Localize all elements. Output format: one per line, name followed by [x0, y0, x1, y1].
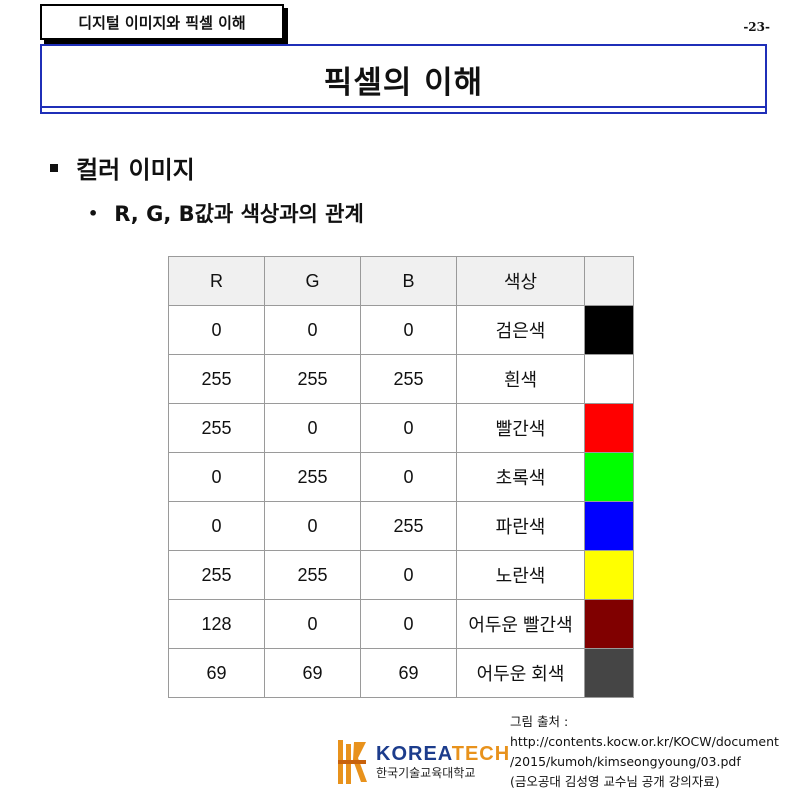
koreatech-logo: KOREATECH 한국기술교육대학교 [336, 738, 510, 786]
cell-swatch [584, 403, 634, 453]
cell-swatch [584, 305, 634, 355]
table-row: 128 0 0 어두운 빨간색 [168, 599, 634, 649]
cell-color-name: 파란색 [456, 501, 585, 551]
header-g: G [264, 256, 361, 306]
dot-bullet-icon: • [88, 203, 99, 223]
cell-color-name: 빨간색 [456, 403, 585, 453]
rgb-color-table: R G B 색상 0 0 0 검은색 255 255 255 흰색 255 0 0 빨간색 0 255 0 초… [168, 256, 634, 698]
cell-r: 0 [168, 501, 265, 551]
cell-swatch [584, 354, 634, 404]
cell-b: 69 [360, 648, 457, 698]
table-row: 0 0 255 파란색 [168, 501, 634, 551]
logo-english-name: KOREATECH [376, 743, 511, 765]
cell-r: 128 [168, 599, 265, 649]
cell-g: 0 [264, 599, 361, 649]
header-b: B [360, 256, 457, 306]
cell-color-name: 어두운 빨간색 [456, 599, 585, 649]
cell-r: 0 [168, 305, 265, 355]
title-underline [42, 106, 765, 108]
cell-swatch [584, 648, 634, 698]
cell-b: 255 [360, 354, 457, 404]
source-label: 그림 출처 : [510, 714, 569, 729]
cell-b: 0 [360, 305, 457, 355]
source-url-2: /2015/kumoh/kimseongyoung/03.pdf [510, 754, 741, 769]
cell-color-name: 초록색 [456, 452, 585, 502]
cell-r: 255 [168, 550, 265, 600]
image-source-note: 그림 출처 : http://contents.kocw.or.kr/KOCW/… [510, 712, 795, 792]
cell-color-name: 노란색 [456, 550, 585, 600]
cell-color-name: 어두운 회색 [456, 648, 585, 698]
table-row: 255 255 0 노란색 [168, 550, 634, 600]
cell-b: 0 [360, 403, 457, 453]
header-r: R [168, 256, 265, 306]
bullet-2-text: R, G, B값과 색상과의 관계 [114, 202, 364, 226]
slide-title: 픽셀의 이해 [323, 64, 484, 101]
koreatech-logo-icon [338, 740, 367, 784]
bullet-level-2: • R, G, B값과 색상과의 관계 [88, 198, 364, 228]
cell-b: 255 [360, 501, 457, 551]
color-swatch [585, 502, 633, 550]
cell-swatch [584, 550, 634, 600]
logo-korean-name: 한국기술교육대학교 [376, 766, 476, 780]
cell-g: 0 [264, 305, 361, 355]
course-title-tab: 디지털 이미지와 픽셀 이해 [40, 4, 284, 40]
table-row: 0 0 0 검은색 [168, 305, 634, 355]
cell-r: 0 [168, 452, 265, 502]
cell-b: 0 [360, 452, 457, 502]
color-swatch [585, 551, 633, 599]
table-row: 0 255 0 초록색 [168, 452, 634, 502]
page-number: -23- [743, 20, 770, 34]
source-url-1: http://contents.kocw.or.kr/KOCW/document [510, 734, 779, 749]
table-row: 255 255 255 흰색 [168, 354, 634, 404]
bullet-1-text: 컬러 이미지 [76, 156, 195, 184]
cell-g: 255 [264, 354, 361, 404]
cell-g: 0 [264, 501, 361, 551]
header-swatch [584, 256, 634, 306]
slide-title-box: 픽셀의 이해 [40, 44, 767, 114]
bullet-level-1: 컬러 이미지 [50, 150, 195, 185]
cell-r: 255 [168, 403, 265, 453]
course-title: 디지털 이미지와 픽셀 이해 [78, 13, 246, 32]
cell-color-name: 검은색 [456, 305, 585, 355]
cell-swatch [584, 599, 634, 649]
cell-swatch [584, 452, 634, 502]
cell-b: 0 [360, 599, 457, 649]
cell-r: 69 [168, 648, 265, 698]
color-swatch [585, 600, 633, 648]
color-swatch [585, 355, 633, 403]
cell-swatch [584, 501, 634, 551]
cell-g: 0 [264, 403, 361, 453]
color-swatch [585, 453, 633, 501]
cell-b: 0 [360, 550, 457, 600]
header-color-name: 색상 [456, 256, 585, 306]
table-header-row: R G B 색상 [168, 256, 634, 306]
color-swatch [585, 649, 633, 697]
square-bullet-icon [50, 163, 58, 172]
cell-color-name: 흰색 [456, 354, 585, 404]
color-swatch [585, 306, 633, 354]
cell-g: 255 [264, 550, 361, 600]
cell-g: 255 [264, 452, 361, 502]
color-swatch [585, 404, 633, 452]
source-credit: (금오공대 김성영 교수님 공개 강의자료) [510, 774, 720, 789]
table-row: 255 0 0 빨간색 [168, 403, 634, 453]
cell-r: 255 [168, 354, 265, 404]
table-row: 69 69 69 어두운 회색 [168, 648, 634, 698]
cell-g: 69 [264, 648, 361, 698]
